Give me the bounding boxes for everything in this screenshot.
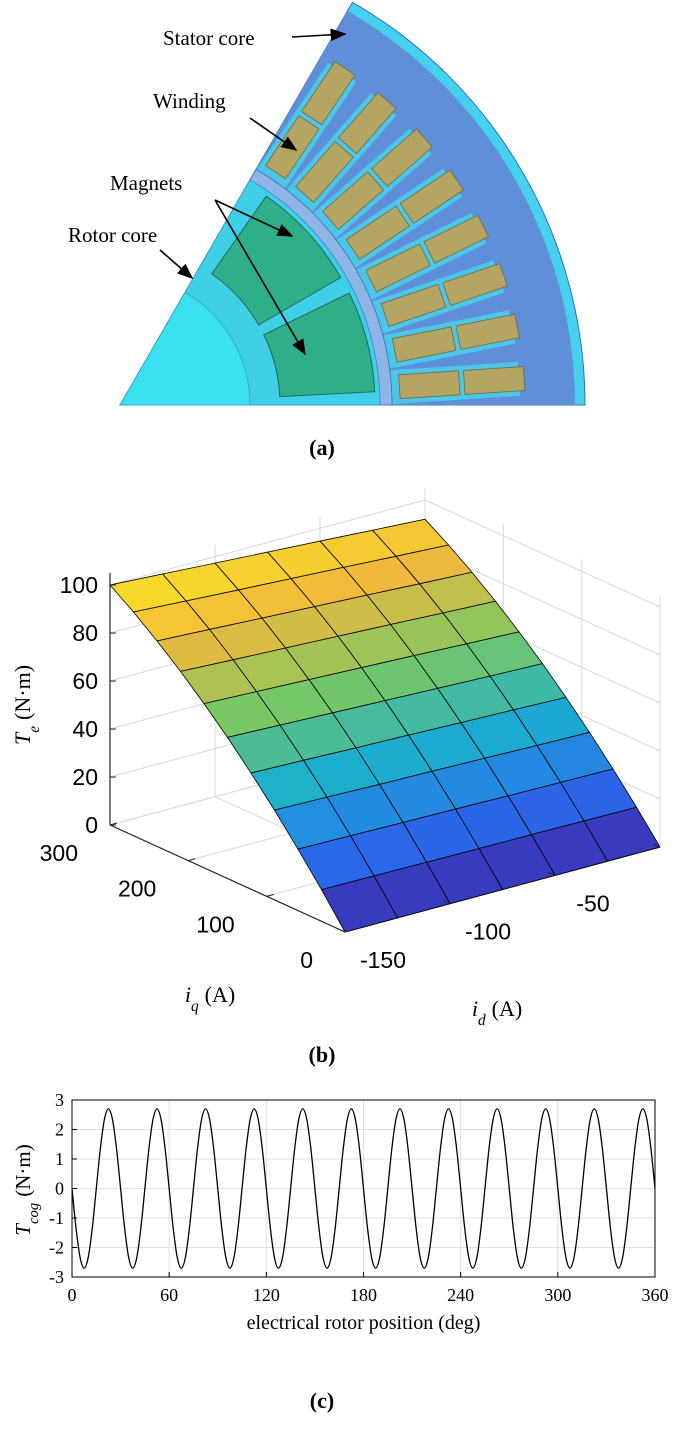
z-tick-label: 40 — [72, 716, 98, 742]
x-tick-label: 0 — [68, 1285, 77, 1305]
y-tick — [188, 858, 196, 862]
axis-symbol: i — [185, 982, 191, 1007]
x-tick — [547, 871, 556, 876]
axis-subscript: q — [191, 998, 199, 1015]
axis-unit: (N·m) — [10, 665, 35, 720]
label: Stator core — [163, 26, 255, 50]
label: Winding — [153, 89, 226, 113]
line — [71, 1108, 656, 1269]
y-tick-label: 1 — [55, 1149, 64, 1169]
axis-subscript: d — [478, 1012, 486, 1029]
magnet — [263, 292, 376, 398]
x-tick-label: 180 — [350, 1285, 377, 1305]
axis-title: Te (N·m) — [10, 665, 43, 745]
y-tick — [109, 822, 118, 826]
y-tick-label: 0 — [55, 1179, 64, 1199]
y-tick-label: -2 — [49, 1238, 64, 1258]
y-tick-label: 200 — [118, 876, 156, 902]
x-tick-label: 240 — [447, 1285, 474, 1305]
motor-section: Stator core Winding Magnets Rotor core (… — [68, 1, 586, 460]
axis-symbol: T — [10, 731, 35, 745]
axis-unit: (N·m) — [11, 1144, 35, 1196]
y-tick-label: 2 — [55, 1120, 64, 1140]
axis-unit: (A) — [492, 996, 523, 1021]
x-tick — [652, 843, 661, 848]
z-tick-label: 20 — [72, 764, 98, 790]
y-tick-label: -1 — [49, 1208, 64, 1228]
axis-subscript: e — [26, 726, 43, 733]
label: Magnets — [110, 171, 182, 195]
y-tick-label: 100 — [196, 911, 234, 937]
x-tick-label: 60 — [160, 1285, 178, 1305]
caption: (c) — [310, 1388, 334, 1413]
label: Rotor core — [68, 223, 157, 247]
z-tick-label: 100 — [60, 572, 98, 598]
z-tick-label: 80 — [72, 620, 98, 646]
y-tick — [266, 893, 274, 897]
x-tick — [442, 900, 451, 905]
axis-title: id (A) — [472, 996, 522, 1029]
z-tick-label: 0 — [85, 812, 98, 838]
x-tick-label: -150 — [360, 947, 406, 973]
axis-symbol: i — [472, 996, 478, 1021]
y-tick-label: 300 — [40, 840, 78, 866]
rotor-inner — [119, 291, 251, 406]
caption: (b) — [309, 1042, 336, 1067]
windings — [265, 61, 526, 400]
arrows — [159, 28, 347, 356]
y-tick-label: 0 — [300, 947, 313, 973]
x-tick-label: -50 — [576, 890, 609, 916]
surface-patch — [320, 875, 399, 933]
y-tick — [344, 929, 353, 933]
y-axis — [109, 824, 346, 933]
x-axis-title: electrical rotor position (deg) — [247, 1312, 481, 1334]
axis-title: Tcog (N·m) — [11, 1144, 42, 1235]
grid-line — [424, 499, 661, 608]
x-tick-label: -100 — [465, 919, 511, 945]
y-tick-label: 3 — [55, 1090, 64, 1110]
x-tick — [337, 928, 346, 933]
axis-symbol: T — [11, 1223, 35, 1236]
x-tick-label: 120 — [253, 1285, 280, 1305]
magnet — [211, 195, 342, 326]
axis-title: iq (A) — [185, 982, 235, 1015]
axis-unit: (A) — [205, 982, 236, 1007]
z-tick-label: 60 — [72, 668, 98, 694]
x-tick-label: 300 — [544, 1285, 571, 1305]
caption: (a) — [309, 435, 335, 460]
grid-line — [109, 499, 426, 586]
axis-subscript: cog — [26, 1203, 42, 1224]
x-tick-label: 360 — [642, 1285, 669, 1305]
y-tick-label: -3 — [49, 1267, 64, 1287]
